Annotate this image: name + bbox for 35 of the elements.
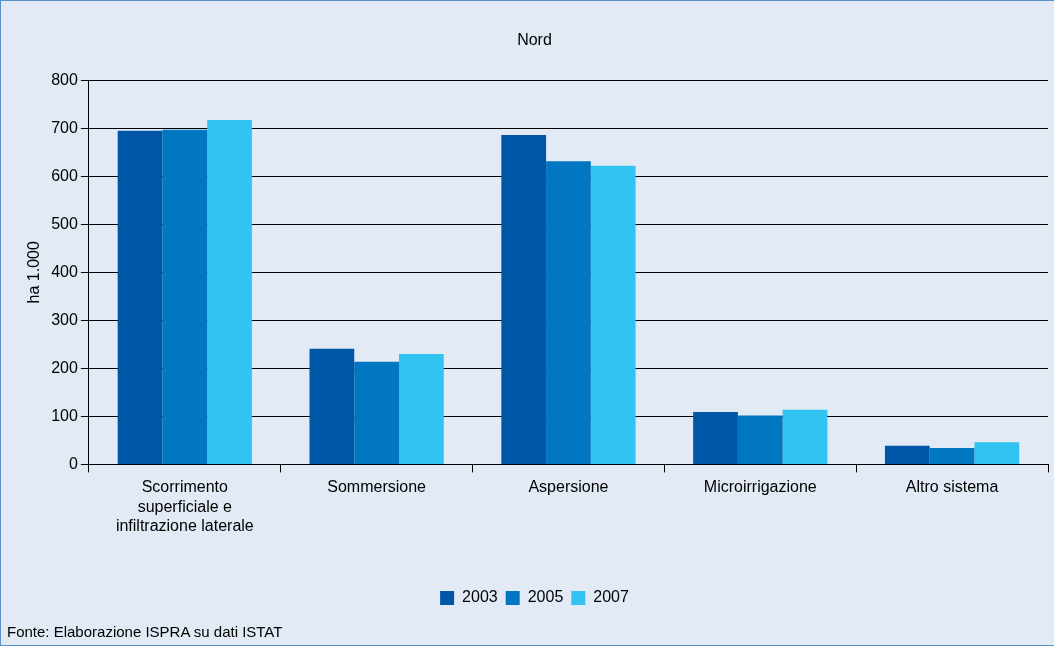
y-tick-label: 600 xyxy=(51,166,78,184)
bar xyxy=(399,353,444,464)
bar xyxy=(974,442,1020,464)
y-axis-title: ha 1.000 xyxy=(25,241,43,304)
bar xyxy=(782,409,828,464)
chart-title: Nord xyxy=(517,31,552,49)
y-tick-label: 200 xyxy=(51,358,78,376)
source-note: Fonte: Elaborazione ISPRA su dati ISTAT xyxy=(7,623,283,640)
x-tick-label: Microirrigazione xyxy=(703,478,817,496)
bar xyxy=(207,120,252,464)
x-tick-label: Scorrimento superficiale e infiltrazione laterale xyxy=(115,478,254,534)
y-tick-label: 500 xyxy=(51,214,78,232)
bar xyxy=(546,161,591,464)
bar xyxy=(929,448,975,464)
y-tick-label: 0 xyxy=(68,454,78,472)
bar xyxy=(309,348,355,464)
bar xyxy=(737,415,783,464)
bar xyxy=(501,134,547,464)
bar xyxy=(354,361,400,464)
bar xyxy=(693,412,738,464)
y-tick-label: 400 xyxy=(51,262,78,280)
legend-label: 2003 xyxy=(462,588,498,606)
y-tick-label: 800 xyxy=(51,70,78,88)
x-tick-label: Altro sistema xyxy=(905,478,999,496)
legend-label: 2007 xyxy=(593,588,629,606)
x-tick-label: Sommersione xyxy=(327,478,427,496)
bar xyxy=(117,130,163,464)
y-tick-label: 700 xyxy=(51,118,78,136)
y-tick-label: 100 xyxy=(51,406,78,424)
bar xyxy=(162,129,208,464)
bar xyxy=(884,445,930,464)
x-tick-label: Aspersione xyxy=(528,478,609,496)
bar xyxy=(590,165,636,464)
y-tick-label: 300 xyxy=(51,310,78,328)
legend-label: 2005 xyxy=(527,588,564,606)
